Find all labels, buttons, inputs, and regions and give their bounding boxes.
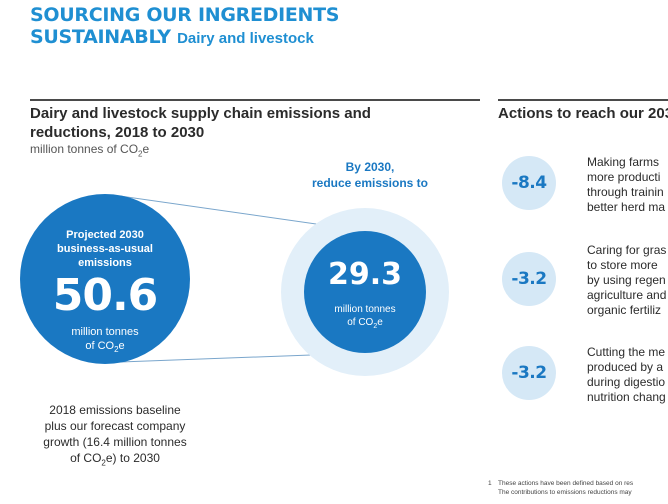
headline-subtitle: Dairy and livestock: [177, 30, 314, 47]
action-2-line: Caring for gras: [587, 243, 667, 257]
bau-unit-line-2: of CO2e: [85, 340, 125, 355]
bau-unit-line-1: million tonnes: [71, 326, 139, 338]
action-3-line: nutrition chang: [587, 390, 666, 404]
headline-line-2: SUSTAINABLY Dairy and livestock: [30, 26, 339, 50]
section-title: Dairy and livestock supply chain emissio…: [30, 105, 371, 141]
target-emissions-circle: 29.3 million tonnes of CO2e: [304, 231, 426, 353]
baseline-note: 2018 emissions baseline plus our forecas…: [30, 402, 200, 471]
target-heading-line-1: By 2030,: [345, 160, 395, 174]
action-1-text: Making farms more producti through train…: [587, 155, 668, 215]
footnote-line-1: These actions have been defined based on…: [498, 480, 634, 487]
action-1-value: -8.4: [502, 156, 556, 210]
action-1-line: more producti: [587, 170, 661, 184]
action-3-value: -3.2: [502, 346, 556, 400]
headline-line-1: SOURCING OUR INGREDIENTS: [30, 4, 340, 26]
target-value: 29.3: [327, 257, 403, 292]
target-heading: By 2030, reduce emissions to: [300, 159, 440, 191]
action-2-text: Caring for gras to store more by using r…: [587, 243, 668, 318]
page-headline: SOURCING OUR INGREDIENTS SUSTAINABLY Dai…: [30, 4, 339, 50]
target-heading-line-2: reduce emissions to: [311, 176, 429, 190]
action-3-text: Cutting the me produced by a during dige…: [587, 345, 668, 405]
section-rule-left: [30, 99, 480, 101]
baseline-line-1: 2018 emissions baseline: [49, 403, 181, 417]
baseline-line-4: of CO2e) to 2030: [70, 451, 160, 468]
target-unit-line-1: million tonnes: [334, 304, 396, 315]
bau-label-line-2: business-as-usual: [57, 243, 153, 255]
target-unit: million tonnes of CO2e: [304, 303, 426, 333]
action-2-line: to store more: [587, 258, 658, 272]
bau-unit: million tonnes of CO2e: [20, 325, 190, 357]
baseline-line-3: growth (16.4 million tonnes: [43, 435, 187, 449]
footnote-number: 1: [488, 480, 492, 487]
bau-label-line-1: Projected 2030: [66, 229, 144, 241]
headline-sustainably: SUSTAINABLY: [30, 26, 171, 48]
action-1-line: better herd ma: [587, 200, 666, 214]
action-2-line: agriculture and: [587, 288, 667, 302]
section-unit: million tonnes of CO2e: [30, 142, 150, 159]
bau-value: 50.6: [52, 270, 159, 321]
action-2-value: -3.2: [502, 252, 556, 306]
action-3-line: during digestio: [587, 375, 666, 389]
footnote-line-2: The contributions to emissions reduction…: [498, 489, 632, 496]
action-1-line: Making farms: [587, 155, 660, 169]
action-2-line: by using regen: [587, 273, 666, 287]
bau-label: Projected 2030 business-as-usual emissio…: [20, 228, 190, 270]
baseline-line-2: plus our forecast company: [44, 419, 186, 433]
action-3-line: produced by a: [587, 360, 664, 374]
target-unit-line-2: of CO2e: [347, 317, 383, 330]
bau-label-line-3: emissions: [78, 257, 132, 269]
action-3-line: Cutting the me: [587, 345, 666, 359]
bau-emissions-circle: Projected 2030 business-as-usual emissio…: [20, 194, 190, 364]
actions-title: Actions to reach our 203: [498, 105, 668, 122]
action-2-line: organic fertiliz: [587, 303, 662, 317]
section-rule-right: [498, 99, 668, 101]
footnote: 1 These actions have been defined based …: [488, 479, 668, 497]
action-1-line: through trainin: [587, 185, 664, 199]
